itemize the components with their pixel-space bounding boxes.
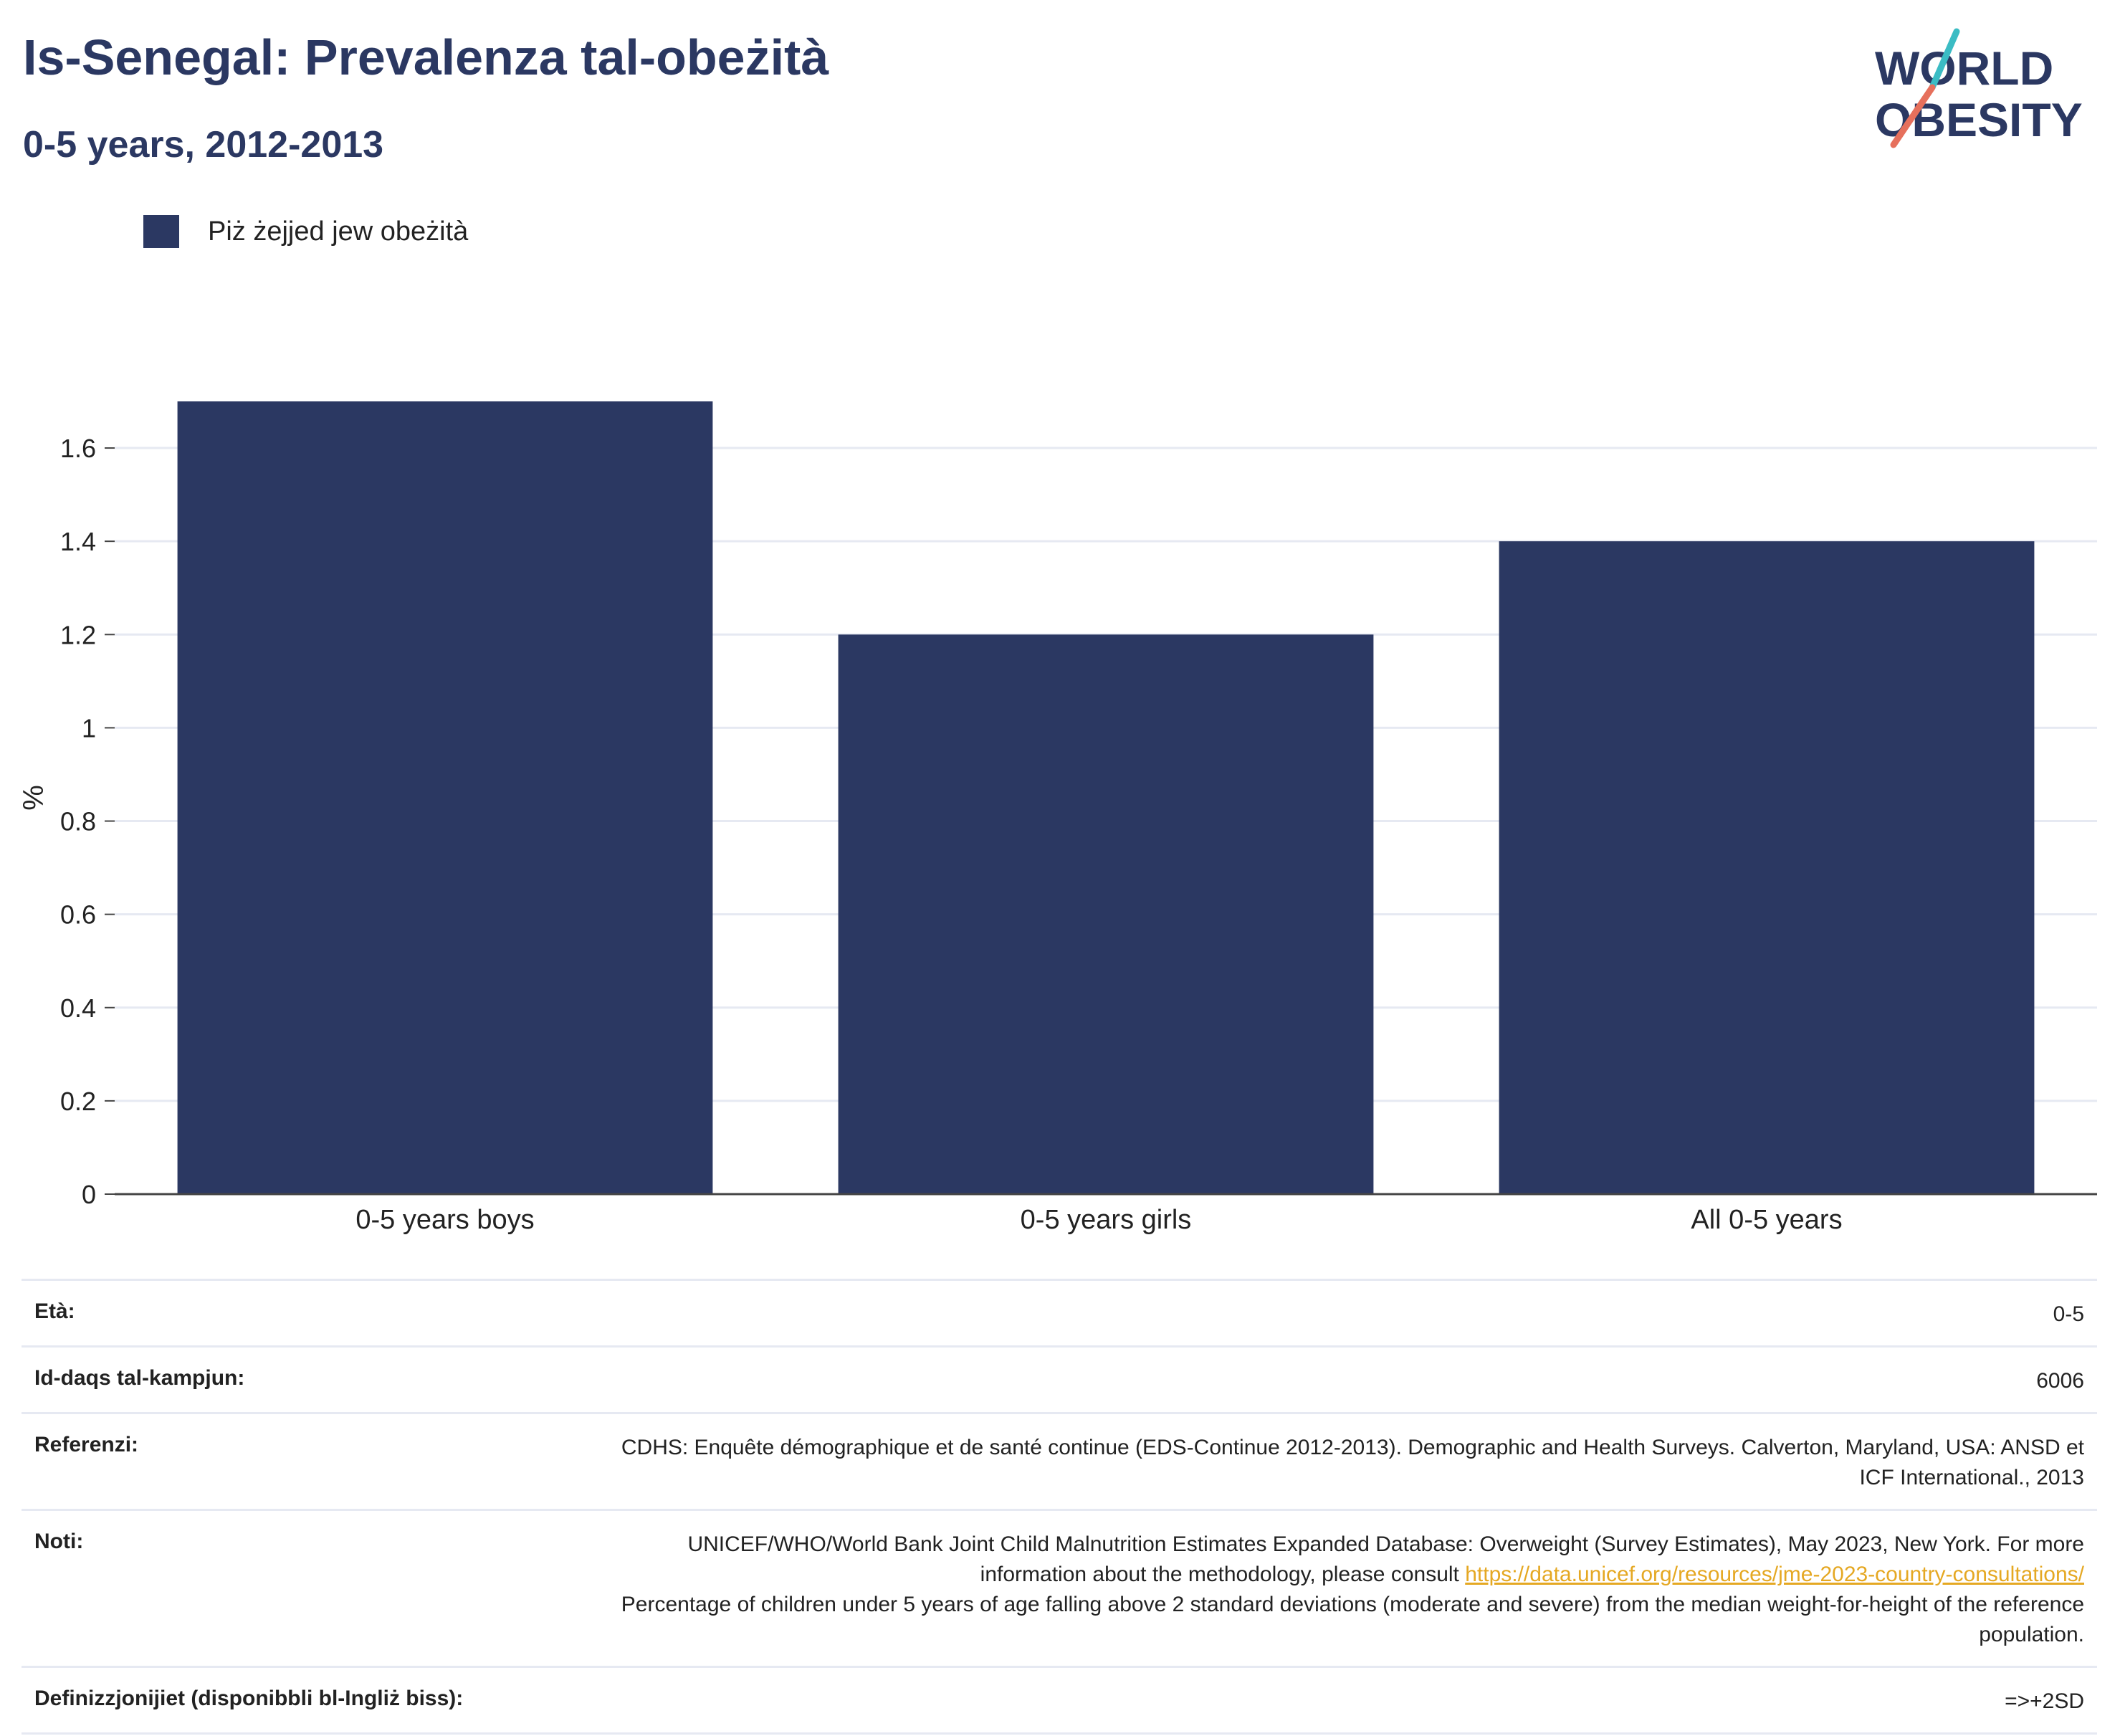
info-table: Età: 0-5 Id-daqs tal-kampjun: 6006 Refer… — [22, 1279, 2097, 1735]
info-row-age: Età: 0-5 — [22, 1279, 2097, 1345]
bar — [1499, 541, 2035, 1194]
sample-size-label: Id-daqs tal-kampjun: — [34, 1366, 245, 1390]
y-tick-label: 0 — [82, 1180, 96, 1209]
references-value: CDHS: Enquête démographique et de santé … — [621, 1436, 2084, 1489]
sample-size-value: 6006 — [2036, 1369, 2084, 1393]
chart-subtitle: 0-5 years, 2012-2013 — [23, 124, 384, 166]
info-row-references: Referenzi: CDHS: Enquête démographique e… — [22, 1412, 2097, 1509]
notes-text-1: UNICEF/WHO/World Bank Joint Child Malnut… — [687, 1532, 2084, 1586]
x-axis-labels: 0-5 years boys 0-5 years girls All 0-5 yea… — [355, 1205, 1842, 1235]
info-row-notes: Noti: UNICEF/WHO/World Bank Joint Child … — [22, 1509, 2097, 1666]
y-tick-label: 1.6 — [60, 434, 96, 463]
notes-label: Noti: — [34, 1530, 84, 1553]
y-tick-label: 0.8 — [60, 807, 96, 836]
age-label: Età: — [34, 1299, 75, 1323]
bar — [177, 401, 713, 1194]
y-tick-label: 0.4 — [60, 993, 96, 1023]
legend-label: Piż żejjed jew obeżità — [208, 216, 469, 247]
y-tick-label: 1.4 — [60, 527, 96, 556]
notes-text-2: Percentage of children under 5 years of … — [621, 1593, 2084, 1646]
x-tick-label: All 0-5 years — [1691, 1205, 1842, 1235]
info-row-sample: Id-daqs tal-kampjun: 6006 — [22, 1345, 2097, 1412]
legend: Piż żejjed jew obeżità — [143, 215, 468, 248]
y-tick-label: 0.2 — [60, 1087, 96, 1116]
definitions-label: Definizzjonijiet (disponibbli bl-Ingliż … — [34, 1687, 464, 1710]
y-tick-label: 1.2 — [60, 620, 96, 649]
bar — [838, 634, 1374, 1194]
svg-text:WORLD: WORLD — [1875, 42, 2053, 95]
y-tick-label: 1 — [82, 713, 96, 743]
definitions-value: =>+2SD — [2005, 1689, 2084, 1713]
bar-chart: 00.20.40.60.811.21.41.6 0-5 years boys 0-… — [18, 401, 2097, 1235]
y-axis-ticks: 0 0.2 0.4 0.6 0.8 1 1.2 1.4 1.6 — [60, 434, 115, 1209]
world-obesity-logo: WORLD OBESITY — [1875, 28, 2083, 148]
references-label: Referenzi: — [34, 1433, 139, 1456]
chart-title: Is-Senegal: Prevalenza tal-obeżità — [23, 29, 829, 85]
info-row-definitions: Definizzjonijiet (disponibbli bl-Ingliż … — [22, 1666, 2097, 1735]
y-tick-label: 0.6 — [60, 900, 96, 930]
age-value: 0-5 — [2053, 1302, 2084, 1326]
legend-swatch — [143, 215, 179, 248]
bars — [177, 401, 2035, 1194]
x-tick-label: 0-5 years boys — [355, 1205, 534, 1235]
notes-link[interactable]: https://data.unicef.org/resources/jme-20… — [1465, 1563, 2084, 1586]
y-axis-label: % — [18, 785, 49, 811]
x-tick-label: 0-5 years girls — [1021, 1205, 1192, 1235]
notes-value: UNICEF/WHO/World Bank Joint Child Malnut… — [593, 1530, 2084, 1650]
